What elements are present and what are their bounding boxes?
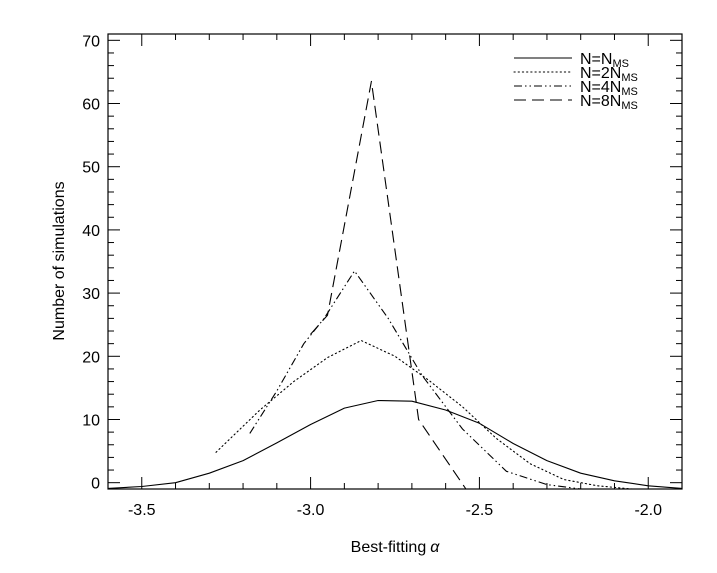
legend-label: N=NMS (580, 51, 629, 70)
y-tick-label: 20 (82, 349, 100, 366)
x-axis-label: Best-fitting α (351, 539, 441, 556)
series-lines (107, 80, 683, 490)
plot-frame (107, 33, 683, 490)
legend-label: N=4NMS (580, 79, 638, 98)
series-line-1 (107, 399, 683, 489)
y-tick-label: 10 (82, 412, 100, 429)
axis-tick-labels: -3.5 -3.0 -2.5 -2.0 0 10 20 30 40 50 60 70 (82, 33, 662, 519)
x-tick-label: -3.0 (297, 502, 325, 519)
y-tick-label: 0 (91, 476, 100, 493)
axis-ticks (107, 34, 683, 489)
y-tick-label: 70 (82, 33, 100, 50)
series-line-4 (310, 80, 467, 490)
y-axis-label: Number of simulations (51, 181, 68, 340)
x-axis-label-text: Best-fitting (351, 539, 427, 556)
y-tick-label: 40 (82, 223, 100, 240)
series-line-3 (249, 270, 581, 490)
legend-label: N=2NMS (580, 65, 638, 84)
y-tick-label: 50 (82, 160, 100, 177)
x-tick-label: -2.5 (466, 502, 494, 519)
x-tick-label: -2.0 (634, 502, 662, 519)
legend-label: N=8NMS (580, 93, 638, 112)
y-tick-label: 60 (82, 97, 100, 114)
x-axis-label-symbol: α (430, 539, 440, 556)
series-line-2 (215, 339, 632, 490)
y-tick-label: 30 (82, 286, 100, 303)
x-tick-label: -3.5 (128, 502, 156, 519)
